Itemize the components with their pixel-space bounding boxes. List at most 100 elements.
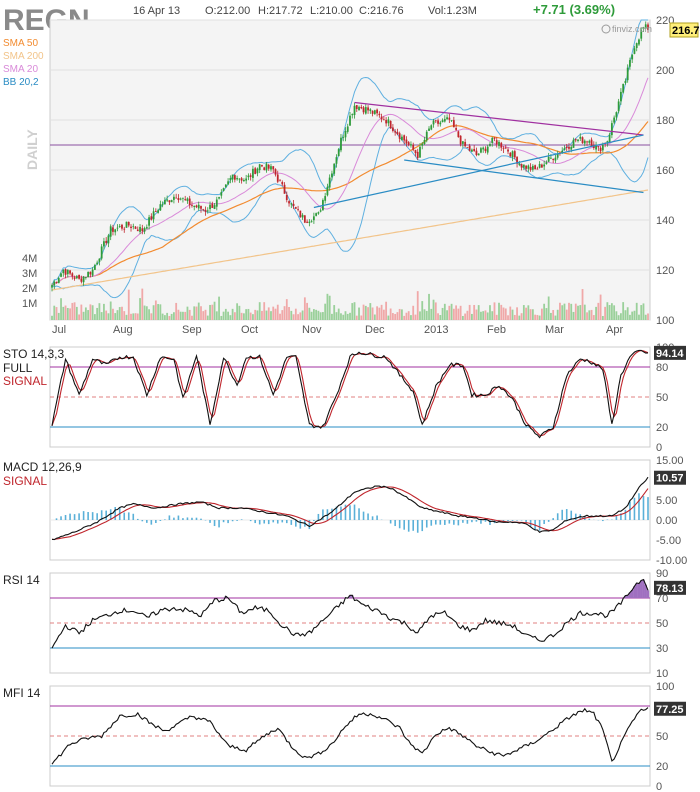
candle-body (326, 186, 329, 196)
macd-histogram-bar (236, 520, 238, 521)
candle-body (152, 211, 155, 220)
volume-bar (495, 314, 498, 320)
candle-body (520, 164, 523, 168)
volume-bar (468, 304, 471, 320)
candle-body (310, 221, 313, 223)
finviz-logo: finviz.com (601, 24, 652, 34)
candle-body (324, 196, 327, 201)
macd-histogram-bar (146, 520, 148, 523)
candle-body (157, 210, 160, 213)
volume-bar (507, 315, 509, 320)
candle-body (82, 276, 85, 283)
macd-sublabel: SIGNAL (3, 474, 47, 488)
volume-bar (118, 307, 121, 320)
volume-bar (434, 302, 437, 320)
candle-body (371, 110, 374, 114)
low-label: L:210.00 (310, 5, 353, 17)
candle-body (206, 210, 209, 212)
mfi-axis-tick: 50 (656, 731, 668, 743)
volume-bar (446, 310, 448, 320)
candle-body (229, 178, 232, 181)
price-axis-tick: 200 (656, 65, 674, 77)
rsi-axis-tick: 30 (656, 643, 668, 655)
macd-histogram-bar (209, 520, 211, 523)
volume-bar (647, 313, 649, 320)
volume-bar (80, 304, 83, 320)
volume-bar (581, 289, 584, 320)
macd-histogram-bar (561, 509, 564, 520)
volume-axis-tick: 2M (22, 283, 37, 295)
volume-bar (215, 311, 218, 320)
candle-body (252, 168, 254, 178)
macd-histogram-bar (105, 510, 107, 520)
candle-body (179, 198, 182, 200)
candle-body (69, 270, 71, 274)
macd-signal-line (51, 486, 649, 541)
bollinger-lower-line (51, 126, 649, 299)
volume-bar (301, 310, 304, 320)
macd-histogram-bar (60, 516, 62, 520)
candle-body (477, 153, 480, 156)
macd-histogram-bar (425, 520, 428, 528)
volume-bar (353, 302, 356, 320)
volume-bar (367, 307, 369, 320)
candle-body (335, 157, 338, 164)
volume-bar (170, 313, 173, 320)
macd-histogram-bar (633, 497, 636, 520)
volume-bar (191, 315, 193, 320)
x-axis-label: Oct (241, 324, 258, 336)
candle-body (299, 210, 302, 218)
macd-histogram-bar (141, 520, 144, 522)
candle-body (633, 48, 636, 54)
candle-body (134, 226, 137, 229)
volume-bar (391, 313, 394, 320)
volume-bar (319, 312, 322, 320)
candle-body (141, 228, 144, 232)
volume-bar (98, 303, 101, 320)
volume-bar (355, 315, 358, 320)
volume-bar (123, 311, 126, 320)
volume-bar (543, 303, 546, 320)
volume-bar (491, 311, 494, 320)
macd-histogram-bar (267, 520, 270, 525)
candle-body (150, 216, 153, 220)
x-axis-label: Mar (545, 324, 564, 336)
volume-bar (452, 308, 455, 320)
candle-body (522, 164, 525, 168)
candle-body (385, 120, 388, 124)
macd-histogram-bar (367, 513, 369, 520)
volume-axis-tick: 1M (22, 298, 37, 310)
macd-histogram-bar (642, 496, 645, 520)
candle-body (401, 136, 403, 141)
candle-body (638, 39, 640, 45)
candle-body (197, 204, 200, 209)
candle-body (364, 107, 367, 114)
macd-histogram-bar (638, 493, 640, 520)
candle-body (191, 205, 193, 206)
volume-bar (263, 302, 266, 320)
candle-body (531, 165, 534, 170)
volume-bar (213, 301, 216, 320)
candle-body (380, 116, 383, 120)
mfi-axis-tick: 20 (656, 761, 668, 773)
candle-body (543, 164, 546, 167)
macd-histogram-bar (218, 520, 220, 528)
candle-body (51, 285, 53, 288)
volume-bar (378, 307, 381, 320)
rsi-last-value-box (654, 580, 686, 595)
candle-body (224, 184, 227, 188)
candle-body (538, 164, 541, 168)
candle-body (159, 204, 162, 211)
candle-body (570, 146, 573, 150)
macd-histogram-bar (177, 515, 180, 520)
candle-body (55, 282, 58, 283)
volume-bar (141, 288, 144, 320)
volume-bar (297, 314, 299, 320)
volume-bar (394, 313, 397, 320)
volume-bar (590, 309, 593, 320)
candle-body (502, 148, 505, 150)
volume-bar (588, 310, 591, 320)
candle-body (290, 203, 293, 205)
mfi-last-value: 77.25 (656, 704, 684, 716)
candle-body (337, 149, 340, 157)
